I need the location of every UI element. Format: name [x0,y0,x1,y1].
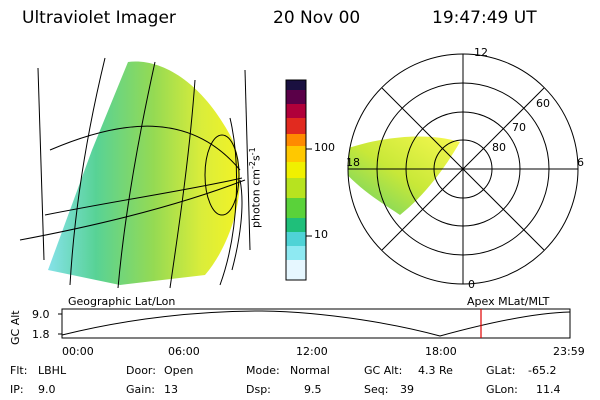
door-value: Open [164,364,194,377]
mode-label: Mode: [246,364,280,377]
colorbar-unit: photon cm-2s-1 [248,147,263,228]
timeline-x-tick: 18:00 [425,345,457,358]
lat-label-70: 70 [512,121,526,134]
door-label: Door: [126,364,156,377]
timeline-x-tick: 23:59 [553,345,585,358]
glon-label: GLon: [486,383,518,396]
gain-value: 13 [164,383,178,396]
colorbar-unit-exp2: -1 [248,147,257,156]
colorbar-unit-s: s [249,155,263,162]
timeline-right-title: Apex MLat/MLT [467,295,550,308]
flt-value: LBHL [38,364,67,377]
mode-value: Normal [290,364,330,377]
mlt-label-6: 6 [577,156,584,169]
mlt-label-0: 0 [468,278,475,291]
polar-grid [347,53,579,285]
colorbar-unit-exp1: -2 [248,161,257,170]
glat-value: -65.2 [528,364,557,377]
aurora-emission-left [48,61,240,286]
glat-label: GLat: [486,364,516,377]
timeline-y-tick-high: 9.0 [32,308,50,321]
instrument-title: Ultraviolet Imager [22,8,176,28]
mlt-label-18: 18 [346,156,360,169]
lat-label-80: 80 [492,141,506,154]
colorbar-tick-100: 100 [314,141,335,154]
seq-label: Seq: [364,383,389,396]
altitude-curve [61,310,571,337]
timeline-x-tick: 12:00 [296,345,328,358]
dsp-value: 9.5 [304,383,322,396]
seq-value: 39 [400,383,414,396]
timeline-y-tick-low: 1.8 [32,328,50,341]
altitude-timeline [58,308,571,339]
geographic-map [19,57,251,289]
geo-grid [19,57,251,289]
colorbar [285,79,312,281]
date-label: 20 Nov 00 [273,8,361,28]
colorbar-tick-10: 10 [314,228,328,241]
gain-label: Gain: [126,383,155,396]
ip-label: IP: [10,383,24,396]
aurora-emission-polar [348,136,460,215]
mlt-label-12: 12 [474,46,488,59]
polar-plot [347,53,579,285]
timeline-x-tick: 06:00 [168,345,200,358]
timeline-left-title: Geographic Lat/Lon [68,295,176,308]
gcalt-label: GC Alt: [364,364,403,377]
dsp-label: Dsp: [246,383,271,396]
colorbar-unit-base: photon cm [249,169,263,228]
timeline-y-label: GC Alt [9,310,22,345]
lat-label-60: 60 [536,97,550,110]
flt-label: Flt: [10,364,28,377]
time-label: 19:47:49 UT [432,8,537,28]
glon-value: 11.4 [536,383,561,396]
gcalt-value: 4.3 Re [418,364,453,377]
timeline-x-tick: 00:00 [62,345,94,358]
ip-value: 9.0 [38,383,56,396]
